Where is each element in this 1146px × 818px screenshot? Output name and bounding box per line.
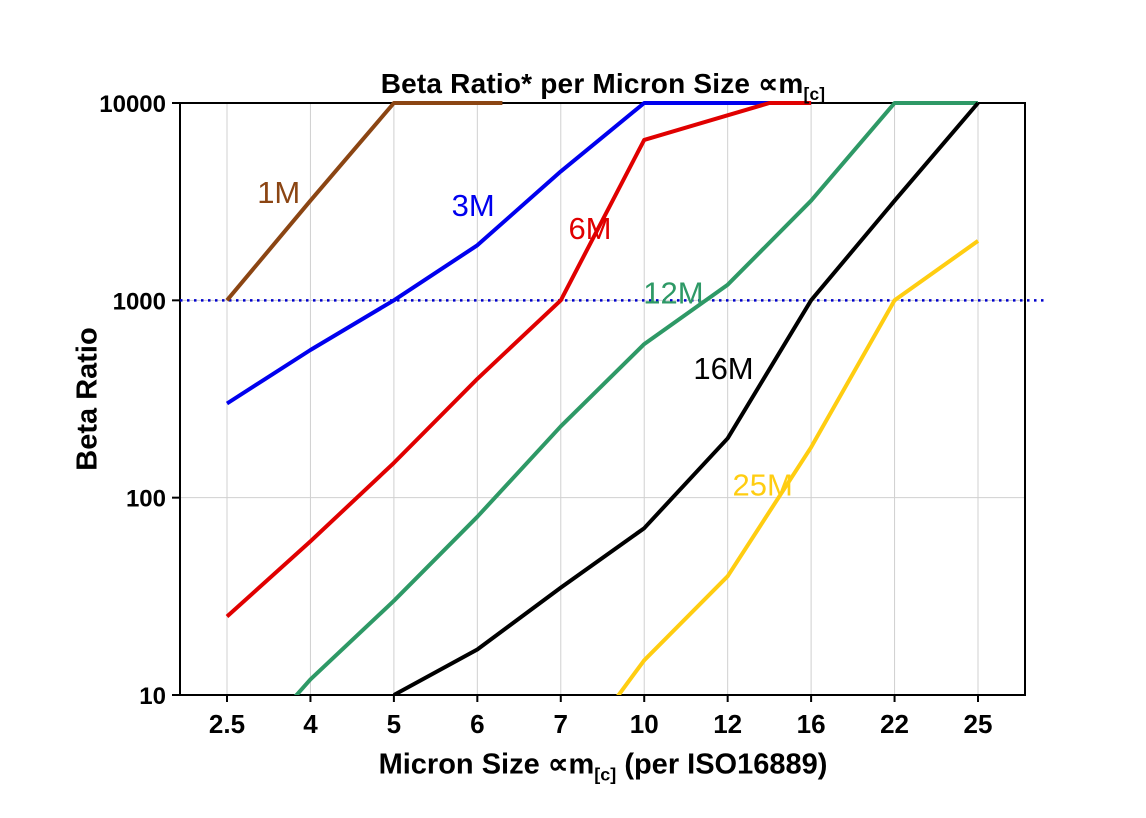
x-axis-title-text: Micron Size ∝m bbox=[378, 748, 595, 781]
series-line-12M bbox=[293, 101, 978, 695]
x-tick-label: 25 bbox=[964, 709, 993, 739]
series-label-3M: 3M bbox=[452, 188, 495, 223]
y-axis-title: Beta Ratio bbox=[71, 327, 104, 471]
series-line-6M bbox=[225, 101, 812, 618]
x-tick-label: 4 bbox=[303, 709, 318, 739]
x-axis-title-tail: (per ISO16889) bbox=[616, 748, 828, 781]
y-tick-label: 1000 bbox=[113, 288, 166, 315]
x-tick-label: 6 bbox=[470, 709, 484, 739]
series-label-6M: 6M bbox=[568, 211, 611, 246]
plot-background bbox=[180, 103, 1025, 695]
x-axis-title-subscript: [c] bbox=[594, 764, 617, 785]
x-tick-label: 10 bbox=[630, 709, 659, 739]
y-tick-label: 10000 bbox=[99, 91, 166, 118]
series-line-3M bbox=[225, 101, 812, 406]
series-label-1M: 1M bbox=[257, 175, 300, 210]
series-label-25M: 25M bbox=[733, 468, 793, 503]
x-tick-label: 22 bbox=[880, 709, 909, 739]
plot-border bbox=[179, 102, 1026, 696]
chart-title-subscript: [c] bbox=[803, 83, 826, 104]
series-line-16M bbox=[392, 101, 980, 695]
y-tick-label: 10 bbox=[139, 683, 166, 710]
x-tick-label: 5 bbox=[387, 709, 401, 739]
series-label-16M: 16M bbox=[693, 351, 753, 386]
x-tick-label: 16 bbox=[797, 709, 826, 739]
chart-title: Beta Ratio* per Micron Size ∝m[c] bbox=[381, 67, 826, 105]
x-tick-label: 7 bbox=[554, 709, 568, 739]
x-axis-title: Micron Size ∝m[c] (per ISO16889) bbox=[379, 747, 828, 786]
series-line-25M bbox=[616, 239, 980, 695]
series-line-1M bbox=[225, 101, 503, 302]
y-tick-label: 100 bbox=[126, 486, 166, 513]
series-label-12M: 12M bbox=[643, 276, 703, 311]
x-tick-label: 12 bbox=[713, 709, 742, 739]
chart-title-text: Beta Ratio* per Micron Size ∝m bbox=[380, 68, 804, 100]
x-tick-label: 2.5 bbox=[209, 709, 245, 739]
